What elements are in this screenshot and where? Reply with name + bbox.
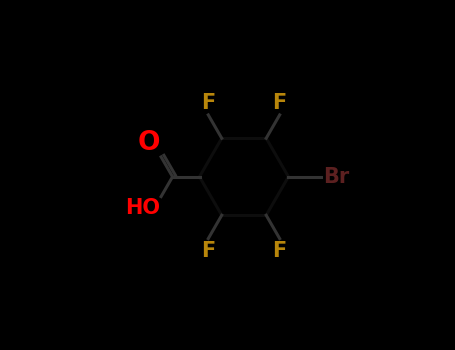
- Text: HO: HO: [125, 198, 160, 218]
- Text: F: F: [273, 241, 287, 261]
- Text: F: F: [201, 93, 215, 113]
- Text: Br: Br: [323, 167, 349, 187]
- Text: F: F: [273, 93, 287, 113]
- Text: F: F: [201, 241, 215, 261]
- Text: O: O: [137, 130, 160, 155]
